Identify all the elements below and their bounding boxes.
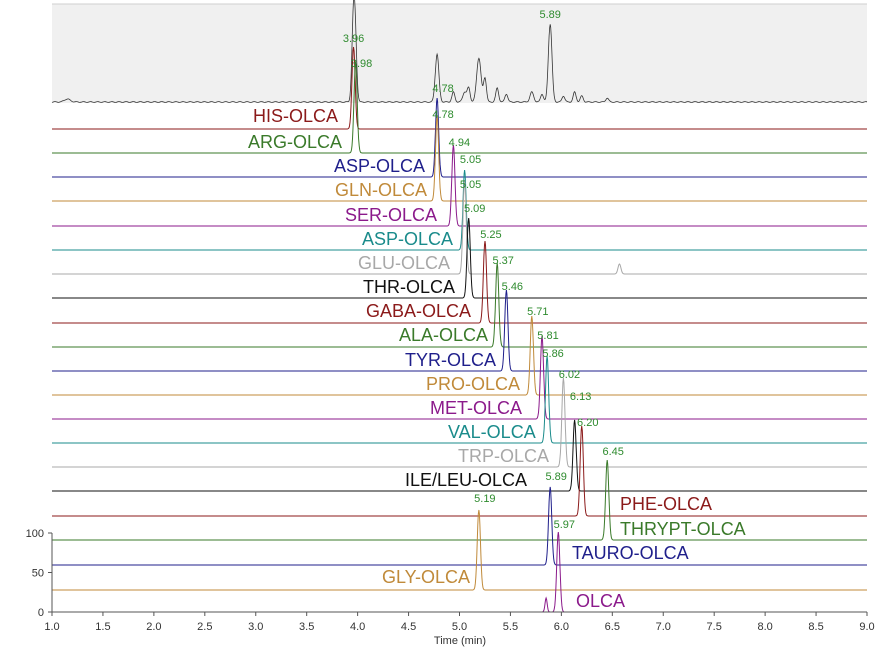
trace-line bbox=[52, 262, 867, 348]
trace-name-label: ASP-OLCA bbox=[362, 229, 453, 249]
trace-line bbox=[52, 315, 867, 396]
trace-name-label: TAURO-OLCA bbox=[572, 543, 689, 563]
peak-time-label: 6.02 bbox=[559, 369, 580, 381]
peak-time-label: 5.09 bbox=[464, 203, 485, 215]
x-tick-label: 4.5 bbox=[401, 621, 416, 633]
trace-line bbox=[52, 144, 867, 227]
x-tick-label: 1.0 bbox=[44, 621, 59, 633]
top-peak-label: 5.89 bbox=[539, 9, 560, 21]
x-tick-label: 7.0 bbox=[656, 621, 671, 633]
peak-time-label: 6.45 bbox=[603, 446, 624, 458]
peak-time-label: 5.19 bbox=[474, 493, 495, 505]
label-layer: 3.96 5.89 HIS-OLCA 3.98 ARG-OLCA 4.78 ASP-OLCA… bbox=[248, 9, 746, 611]
top-panel-trace bbox=[51, 0, 868, 103]
x-tick-label: 8.0 bbox=[757, 621, 772, 633]
trace-line bbox=[52, 425, 867, 517]
y-tick-label: 0 bbox=[38, 607, 44, 619]
trace-name-label: ALA-OLCA bbox=[399, 325, 488, 345]
peak-time-label: 5.71 bbox=[527, 306, 548, 318]
x-tick-label: 1.5 bbox=[95, 621, 110, 633]
x-tick-label: 5.0 bbox=[452, 621, 467, 633]
peak-time-label: 5.81 bbox=[537, 330, 558, 342]
trace-name-label: VAL-OLCA bbox=[448, 422, 536, 442]
trace-name-label: SER-OLCA bbox=[345, 205, 437, 225]
trace-line bbox=[52, 61, 867, 154]
trace-name-label: PRO-OLCA bbox=[426, 374, 520, 394]
top-peak-label: 3.96 bbox=[343, 33, 364, 45]
trace-name-label: MET-OLCA bbox=[430, 398, 522, 418]
trace-line bbox=[52, 179, 867, 275]
trace-line bbox=[52, 377, 867, 468]
x-tick-label: 3.0 bbox=[248, 621, 263, 633]
x-tick-label: 6.0 bbox=[554, 621, 569, 633]
trace-line bbox=[52, 419, 867, 492]
trace-name-label: GLU-OLCA bbox=[358, 253, 450, 273]
trace-line bbox=[52, 46, 867, 130]
peak-time-label: 5.86 bbox=[542, 348, 563, 360]
trace-name-label: TRP-OLCA bbox=[458, 446, 549, 466]
x-tick-label: 6.5 bbox=[605, 621, 620, 633]
peak-time-label: 5.37 bbox=[492, 255, 513, 267]
y-tick-label: 50 bbox=[32, 568, 44, 580]
x-tick-label: 9.0 bbox=[859, 621, 874, 633]
peak-time-label: 5.05 bbox=[460, 179, 481, 191]
trace-line bbox=[52, 459, 867, 541]
x-tick-label: 4.0 bbox=[350, 621, 365, 633]
y-tick-label: 100 bbox=[26, 528, 44, 540]
peak-time-label: 5.89 bbox=[545, 471, 566, 483]
x-tick-label: 8.5 bbox=[808, 621, 823, 633]
peak-time-label: 6.20 bbox=[577, 417, 598, 429]
axes-layer: 1.0 1.5 2.0 2.5 3.0 3.5 4.0 4.5 5.0 5.5 6.0 6.5 7.0 7… bbox=[26, 528, 875, 633]
peak-time-label: 4.78 bbox=[432, 83, 453, 95]
trace-line bbox=[52, 335, 867, 420]
peak-time-label: 5.97 bbox=[554, 519, 575, 531]
trace-name-label: THRYPT-OLCA bbox=[620, 519, 746, 539]
trace-line bbox=[52, 217, 867, 299]
peak-time-label: 6.13 bbox=[570, 391, 591, 403]
trace-name-label: TYR-OLCA bbox=[405, 350, 496, 370]
peak-time-label: 3.98 bbox=[351, 58, 372, 70]
peak-time-label: 4.78 bbox=[432, 109, 453, 121]
top-panel-background bbox=[52, 4, 867, 103]
x-axis-title: Time (min) bbox=[434, 635, 486, 647]
trace-name-label: GLN-OLCA bbox=[335, 180, 427, 200]
trace-line bbox=[52, 240, 867, 324]
x-tick-label: 5.5 bbox=[503, 621, 518, 633]
x-tick-label: 7.5 bbox=[707, 621, 722, 633]
trace-name-label: GLY-OLCA bbox=[382, 567, 470, 587]
trace-line bbox=[52, 289, 867, 372]
trace-name-label: GABA-OLCA bbox=[366, 301, 471, 321]
peak-time-label: 5.25 bbox=[480, 229, 501, 241]
trace-name-label: ILE/LEU-OLCA bbox=[405, 470, 527, 490]
peak-time-label: 5.05 bbox=[460, 154, 481, 166]
trace-name-label: OLCA bbox=[576, 591, 625, 611]
peak-time-label: 4.94 bbox=[449, 137, 470, 149]
trace-name-label: ARG-OLCA bbox=[248, 132, 342, 152]
trace-name-label: PHE-OLCA bbox=[620, 494, 712, 514]
x-tick-label: 2.0 bbox=[146, 621, 161, 633]
trace-line bbox=[52, 169, 867, 251]
trace-line bbox=[52, 115, 867, 202]
trace-name-label: THR-OLCA bbox=[363, 277, 455, 297]
top-panel-line bbox=[51, 0, 868, 103]
trace-name-label: ASP-OLCA bbox=[334, 156, 425, 176]
trace-line bbox=[52, 509, 867, 591]
peak-time-label: 5.46 bbox=[502, 281, 523, 293]
x-tick-label: 2.5 bbox=[197, 621, 212, 633]
trace-line bbox=[52, 486, 867, 566]
trace-line bbox=[52, 355, 867, 444]
trace-line bbox=[52, 97, 867, 178]
trace-name-label: HIS-OLCA bbox=[253, 106, 338, 126]
x-tick-label: 3.5 bbox=[299, 621, 314, 633]
